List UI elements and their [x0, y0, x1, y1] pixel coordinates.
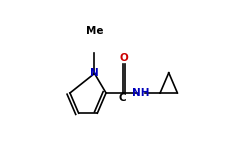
Text: O: O — [119, 53, 128, 63]
Text: N: N — [90, 69, 98, 78]
Text: Me: Me — [86, 26, 103, 36]
Text: NH: NH — [131, 88, 149, 98]
Text: C: C — [118, 93, 125, 103]
